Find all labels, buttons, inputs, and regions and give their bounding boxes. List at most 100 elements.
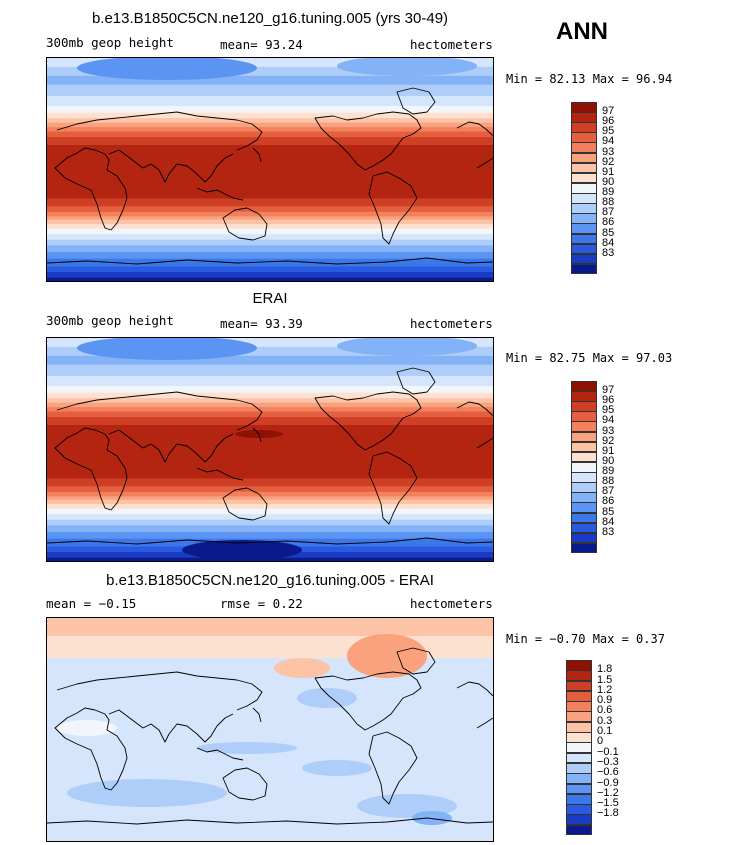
- panel-model-map: [46, 57, 494, 282]
- colorbar-swatch: [571, 411, 597, 422]
- panel-model-mean: mean= 93.24: [220, 37, 303, 52]
- colorbar-tick-label: −1.5: [597, 797, 619, 810]
- band-south: [47, 198, 493, 207]
- band-south: [47, 266, 493, 273]
- colorbar-swatch: [566, 680, 592, 692]
- band-south: [47, 216, 493, 221]
- band-north: [47, 144, 493, 147]
- coastlines: [47, 87, 493, 265]
- panel-obs-colorbar: 97 96 95 94 93 92 91 90 89 88 87 86 85 84 83: [571, 381, 641, 554]
- colorbar-tick-label: 92: [602, 155, 615, 168]
- colorbar-swatch: [571, 142, 597, 154]
- coastline: [456, 681, 493, 697]
- colorbar-tick-label: 0.6: [597, 704, 613, 717]
- panel-model-variable: 300mb geop height: [46, 35, 174, 50]
- band-north: [47, 338, 493, 348]
- colorbar-tick-label: 89: [602, 186, 615, 199]
- diff-cool-spot: [297, 688, 357, 708]
- colorbar-tick-label: −0.6: [597, 766, 619, 779]
- polar-low: [337, 338, 477, 356]
- band-north: [47, 346, 493, 357]
- coastline: [396, 647, 436, 675]
- band-south: [47, 219, 493, 225]
- coastline: [196, 467, 244, 481]
- colorbar-swatch: [571, 391, 597, 402]
- colorbar-swatch: [566, 732, 592, 743]
- coastlines: [47, 367, 493, 545]
- colorbar-tick-label: −1.8: [597, 807, 619, 820]
- colorbar-swatch: [571, 203, 597, 214]
- colorbar-swatch: [566, 752, 592, 764]
- colorbar-swatch: [566, 814, 592, 826]
- colorbar-tick-label: 87: [602, 485, 615, 498]
- colorbar-swatch: [571, 441, 597, 453]
- band-south: [47, 525, 493, 533]
- coastline: [456, 121, 493, 137]
- colorbar-tick-label: 0.3: [597, 714, 613, 727]
- coastline: [108, 709, 234, 743]
- coastline: [368, 451, 418, 525]
- colorbar-swatch: [571, 243, 597, 255]
- band-south: [47, 277, 493, 281]
- diff-cool-spot: [302, 760, 372, 776]
- band-south: [47, 228, 493, 235]
- colorbar-swatch: [571, 213, 597, 224]
- coastline: [56, 111, 263, 151]
- colorbar-tick-label: 90: [602, 175, 615, 188]
- coastline: [368, 731, 418, 805]
- coastline: [54, 707, 128, 791]
- colorbar-tick-label: −0.9: [597, 776, 619, 789]
- colorbar-swatch: [571, 461, 597, 473]
- colorbar-swatch: [571, 381, 597, 392]
- band-south: [47, 514, 493, 521]
- colorbar-tick-label: 93: [602, 424, 615, 437]
- colorbar-swatch: [566, 793, 592, 805]
- band-north: [47, 58, 493, 68]
- colorbar-tick-label: 86: [602, 495, 615, 508]
- coastline: [56, 391, 263, 431]
- colorbar-tick-label: 87: [602, 206, 615, 219]
- colorbar-swatch: [571, 451, 597, 463]
- panel-obs-variable: 300mb geop height: [46, 313, 174, 328]
- panel-diff-colorbar: 1.8 1.5 1.2 0.9 0.6 0.3 0.1 0 −0.1 −0.3 −0.6 −0.9 −1…: [566, 660, 641, 836]
- band-south: [47, 252, 493, 260]
- coastline: [314, 391, 422, 451]
- band-south: [47, 245, 493, 253]
- colorbar-tick-label: 96: [602, 394, 615, 407]
- panel-obs-title: ERAI: [252, 290, 288, 307]
- band-north: [47, 127, 493, 133]
- colorbar-swatch: [566, 721, 592, 733]
- coastline: [222, 207, 268, 241]
- band-south: [47, 486, 493, 493]
- coastline: [252, 147, 262, 163]
- colorbar-tick-label: 94: [602, 414, 615, 427]
- band-north: [47, 402, 493, 408]
- band-north: [47, 411, 493, 418]
- band-south: [47, 234, 493, 241]
- colorbar-swatch: [571, 193, 597, 204]
- panel-diff-mean: mean = −0.15: [46, 596, 137, 611]
- band-north: [47, 137, 493, 146]
- coastline: [196, 747, 244, 761]
- band-north: [47, 112, 493, 119]
- colorbar-swatch: [571, 401, 597, 412]
- colorbar-tick-label: 88: [602, 196, 615, 209]
- colorbar-swatch: [571, 253, 597, 265]
- colorbar-swatch: [566, 711, 592, 723]
- colorbar-swatch: [571, 542, 597, 554]
- band-north: [47, 417, 493, 426]
- band-north: [47, 375, 493, 387]
- colorbar-tick-label: 0.1: [597, 725, 613, 738]
- band-south: [47, 499, 493, 505]
- colorbar-tick-label: 1.2: [597, 683, 613, 696]
- band-south: [47, 272, 493, 279]
- colorbar-tick-label: 97: [602, 384, 615, 397]
- coastline: [476, 717, 493, 729]
- colorbar-tick-label: 92: [602, 434, 615, 447]
- coastline: [108, 149, 234, 183]
- colorbar-tick-label: 95: [602, 404, 615, 417]
- band-north: [47, 385, 493, 394]
- colorbar-tick-label: 83: [602, 246, 615, 259]
- band-north: [47, 105, 493, 114]
- panel-model-colorbar: 97 96 95 94 93 92 91 90 89 88 87 86 85 84 83: [571, 102, 641, 275]
